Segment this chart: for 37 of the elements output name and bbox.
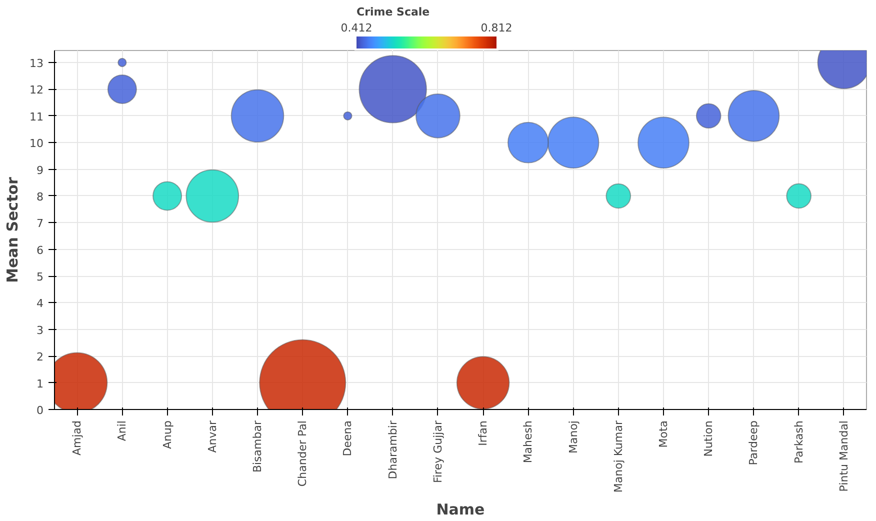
y-tick-label: 3 xyxy=(36,324,44,337)
y-tick-label: 5 xyxy=(36,270,44,284)
x-tick-label: Irfan xyxy=(476,420,490,446)
x-tick-label: Manoj xyxy=(566,420,580,454)
y-tick-label: 12 xyxy=(30,84,44,97)
x-tick-label: Anup xyxy=(160,420,174,449)
x-tick-label: Deena xyxy=(341,420,354,456)
x-tick-label: Chander Pal xyxy=(296,420,310,487)
x-tick-label: Dharambir xyxy=(386,420,400,480)
x-tick-label: Anvar xyxy=(206,420,219,453)
y-tick-label: 2 xyxy=(36,350,44,364)
y-tick-label: 9 xyxy=(36,164,44,177)
y-tick-label: 10 xyxy=(30,137,44,150)
x-tick-label: Bisambar xyxy=(251,420,264,473)
y-tick-label: 4 xyxy=(36,297,44,310)
y-tick-label: 8 xyxy=(36,190,44,204)
x-tick-label: Parkash xyxy=(792,420,806,464)
color-bar-label: 0.412 xyxy=(340,22,372,34)
y-axis-title: Mean Sector xyxy=(4,176,22,283)
x-tick-label: Manoj Kumar xyxy=(612,420,625,493)
color-bar-title: Crime Scale xyxy=(356,6,430,18)
y-tick-label: 7 xyxy=(36,217,44,230)
x-axis-title: Name xyxy=(436,500,485,519)
x-tick-label: Amjad xyxy=(70,420,84,456)
y-tick-label: 11 xyxy=(30,110,44,124)
x-tick-label: Firey Gujjar xyxy=(431,420,444,484)
x-tick-label: Pintu Mandal xyxy=(837,420,850,492)
x-tick-label: Anil xyxy=(116,420,129,442)
y-tick-label: 1 xyxy=(36,377,44,390)
x-tick-label: Mahesh xyxy=(522,420,535,464)
x-tick-label: Pardeep xyxy=(747,420,760,466)
y-tick-label: 6 xyxy=(36,244,44,257)
x-tick-label: Mota xyxy=(657,420,670,448)
y-tick-label: 13 xyxy=(30,57,44,70)
x-tick-label: Nution xyxy=(702,420,716,457)
color-bar-label: 0.812 xyxy=(480,22,512,34)
y-tick-label: 0 xyxy=(36,404,44,417)
